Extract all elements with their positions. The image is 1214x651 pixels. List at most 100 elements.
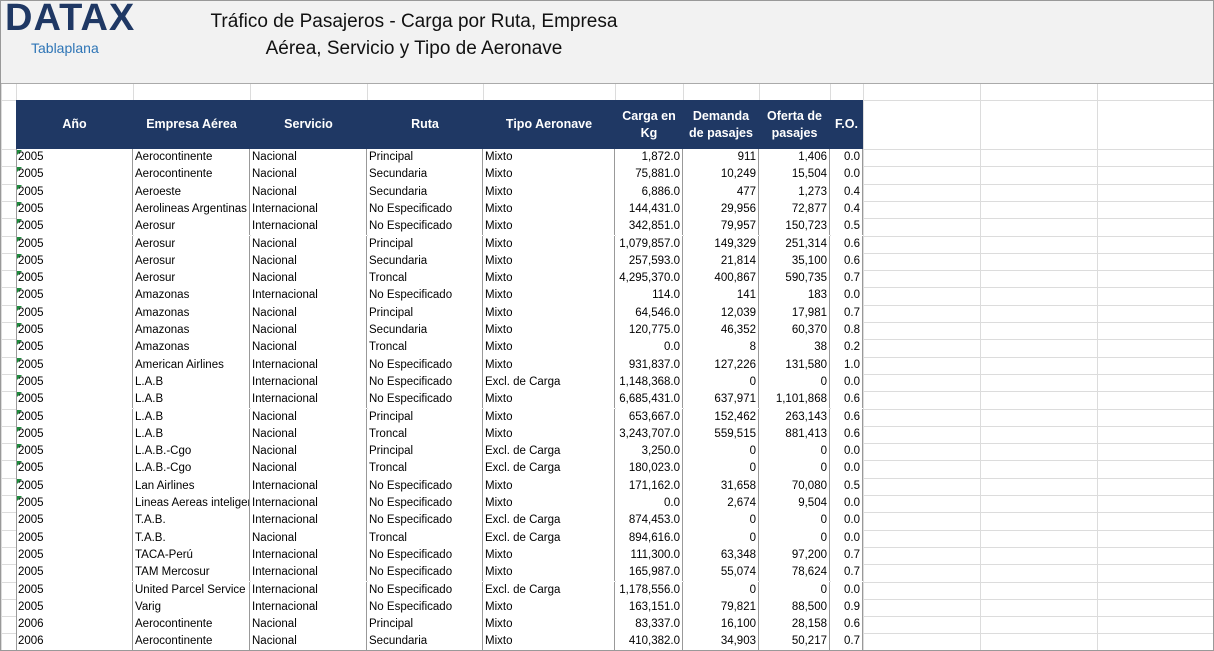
number-cell: 0.7 (830, 633, 863, 650)
text-cell: Internacional (250, 391, 367, 409)
text-cell: American Airlines (133, 356, 250, 374)
text-cell: Aerocontinente (133, 149, 250, 167)
number-cell: 0.4 (830, 200, 863, 219)
number-cell: 251,314 (759, 235, 830, 253)
text-cell: L.A.B (133, 391, 250, 409)
text-cell: Nacional (250, 183, 367, 201)
logo-subtitle: Tablaplana (31, 40, 99, 56)
text-cell: Mixto (483, 149, 615, 167)
text-cell: 2005 (16, 529, 133, 547)
number-cell: 17,981 (759, 304, 830, 322)
text-cell: Mixto (483, 166, 615, 184)
text-cell: 2005 (16, 200, 133, 219)
title-line: Aérea, Servicio y Tipo de Aeronave (265, 38, 563, 59)
number-cell: 0 (759, 581, 830, 599)
text-cell: 2005 (16, 149, 133, 167)
number-cell: 400,867 (683, 270, 759, 288)
number-cell: 342,851.0 (615, 218, 683, 236)
text-cell: Nacional (250, 616, 367, 634)
logo: DATAX (5, 0, 136, 39)
text-flag (17, 392, 22, 398)
text-cell: Nacional (250, 235, 367, 253)
text-cell: No Especificado (367, 200, 483, 219)
text-cell: Principal (367, 235, 483, 253)
number-cell: 0.0 (830, 287, 863, 305)
text-cell: Aeroeste (133, 183, 250, 201)
text-cell: Excl. de Carga (483, 373, 615, 392)
text-flag (17, 409, 22, 415)
text-cell: Mixto (483, 322, 615, 340)
number-cell: 21,814 (683, 252, 759, 271)
number-cell: 29,956 (683, 200, 759, 219)
text-cell: TACA-Perú (133, 546, 250, 565)
number-cell: 0.7 (830, 304, 863, 322)
number-cell: 0.0 (615, 339, 683, 357)
text-cell: Secundaria (367, 166, 483, 184)
number-cell: 559,515 (683, 425, 759, 444)
number-cell: 12,039 (683, 304, 759, 322)
text-cell: 2005 (16, 373, 133, 392)
number-cell: 0.0 (830, 149, 863, 167)
number-cell: 0.0 (830, 495, 863, 513)
text-cell: Amazonas (133, 339, 250, 357)
text-cell: L.A.B.-Cgo (133, 443, 250, 461)
text-cell: Mixto (483, 270, 615, 288)
text-cell: 2005 (16, 425, 133, 444)
text-cell: 2005 (16, 460, 133, 478)
text-cell: T.A.B. (133, 512, 250, 530)
number-cell: 0.2 (830, 339, 863, 357)
number-cell: 0.5 (830, 218, 863, 236)
number-cell: 50,217 (759, 633, 830, 650)
text-cell: No Especificado (367, 581, 483, 599)
text-cell: Nacional (250, 408, 367, 426)
number-cell: 79,821 (683, 598, 759, 617)
grid-line (863, 84, 864, 650)
number-cell: 75,881.0 (615, 166, 683, 184)
number-cell: 1,101,868 (759, 391, 830, 409)
text-flag (17, 444, 22, 450)
text-cell: 2005 (16, 235, 133, 253)
text-cell: Secundaria (367, 322, 483, 340)
number-cell: 10,249 (683, 166, 759, 184)
text-cell: Nacional (250, 460, 367, 478)
text-flag (17, 478, 22, 484)
number-cell: 0.0 (830, 529, 863, 547)
text-flag (17, 461, 22, 467)
title-line: Tráfico de Pasajeros - Carga por Ruta, E… (210, 11, 618, 32)
text-flag (17, 305, 22, 311)
number-cell: 79,957 (683, 218, 759, 236)
number-cell: 163,151.0 (615, 598, 683, 617)
text-cell: Nacional (250, 443, 367, 461)
text-cell: Internacional (250, 512, 367, 530)
text-flag (17, 323, 22, 328)
number-cell: 0.9 (830, 598, 863, 617)
text-cell: Mixto (483, 304, 615, 322)
column-header: Año (16, 100, 133, 149)
number-cell: 28,158 (759, 616, 830, 634)
number-cell: 0 (759, 529, 830, 547)
text-cell: Aerosur (133, 270, 250, 288)
text-cell: 2005 (16, 322, 133, 340)
number-cell: 0.7 (830, 564, 863, 582)
grid-line (980, 84, 981, 650)
number-cell: 0.0 (830, 512, 863, 530)
number-cell: 144,431.0 (615, 200, 683, 219)
column-header: Carga en Kg (615, 100, 683, 149)
text-cell: 2005 (16, 477, 133, 495)
text-cell: Troncal (367, 270, 483, 288)
number-cell: 0 (683, 460, 759, 478)
number-cell: 0 (683, 581, 759, 599)
number-cell: 0.4 (830, 183, 863, 201)
text-flag (17, 219, 22, 225)
number-cell: 78,624 (759, 564, 830, 582)
number-cell: 0 (759, 460, 830, 478)
text-flag (17, 340, 22, 346)
text-cell: Internacional (250, 218, 367, 236)
text-cell: Nacional (250, 149, 367, 167)
number-cell: 149,329 (683, 235, 759, 253)
number-cell: 931,837.0 (615, 356, 683, 374)
text-cell: 2005 (16, 512, 133, 530)
text-cell: Lineas Aereas inteligentes (133, 495, 250, 513)
number-cell: 0.0 (830, 443, 863, 461)
